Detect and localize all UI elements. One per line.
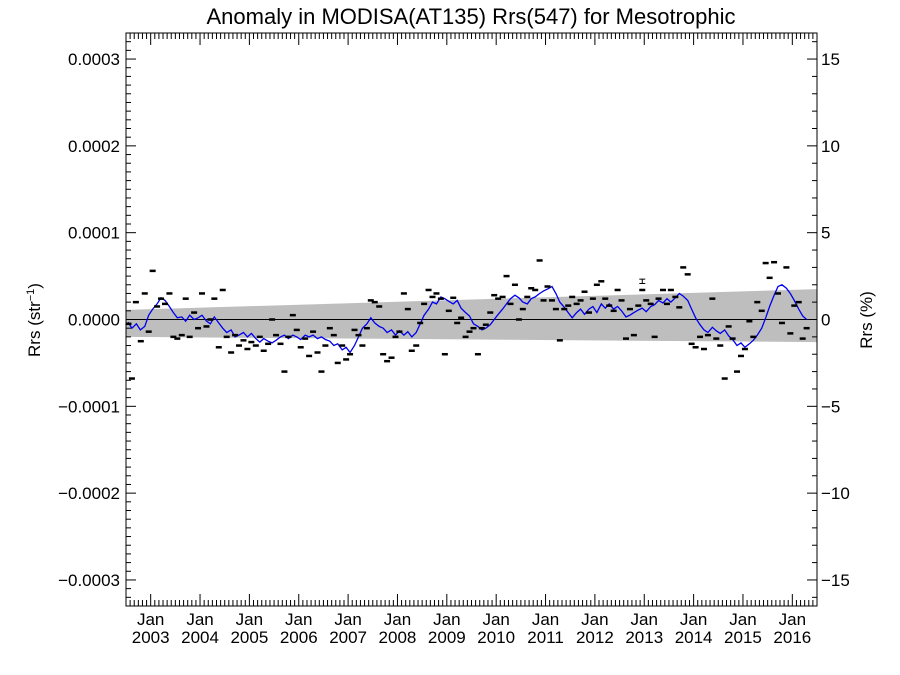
y-tick-label: −0.0002	[58, 484, 120, 503]
x-tick-label-year: 2013	[625, 628, 663, 647]
y2-tick-label: 10	[821, 137, 840, 156]
y2-tick-label: −15	[821, 571, 850, 590]
left-y-axis: 0.0003 0.0002 0.0001 0.0000 −0.0001 −0.0002 −0…	[58, 32, 136, 607]
x-tick-label-month: Jan	[384, 610, 411, 629]
y-tick-label: −0.0003	[58, 571, 120, 590]
y-tick-label: −0.0001	[58, 397, 120, 416]
x-tick-label-month: Jan	[631, 610, 658, 629]
x-tick-label-year: 2008	[379, 628, 417, 647]
uncertainty-band-layer	[126, 289, 817, 343]
uncertainty-band	[126, 289, 817, 343]
y-tick-label: 0.0003	[68, 50, 120, 69]
x-tick-label-year: 2004	[181, 628, 219, 647]
running-mean-line	[127, 284, 808, 354]
x-tick-label-month: Jan	[532, 610, 559, 629]
x-tick-label-month: Jan	[779, 610, 806, 629]
monthly-anomaly-dashes-layer	[125, 259, 810, 380]
x-tick-label-month: Jan	[137, 610, 164, 629]
y2-tick-label: −10	[821, 484, 850, 503]
y2-tick-label: 5	[821, 224, 830, 243]
trend-line-layer	[127, 284, 808, 354]
y2-tick-label: 15	[821, 50, 840, 69]
y-tick-label: 0.0000	[68, 311, 120, 330]
x-tick-label-month: Jan	[334, 610, 361, 629]
x-tick-label-month: Jan	[680, 610, 707, 629]
y2-tick-label: −5	[821, 397, 840, 416]
x-tick-label-year: 2011	[527, 628, 564, 647]
x-tick-label-month: Jan	[236, 610, 263, 629]
x-tick-label-year: 2005	[230, 628, 268, 647]
right-y-axis: 15 10 5 0 −5 −10 −15	[807, 41, 850, 598]
x-tick-label-month: Jan	[581, 610, 608, 629]
x-tick-label-year: 2016	[773, 628, 811, 647]
x-tick-label-month: Jan	[433, 610, 460, 629]
chart-title: Anomaly in MODISA(AT135) Rrs(547) for Me…	[207, 4, 736, 29]
x-tick-label-month: Jan	[186, 610, 213, 629]
y2-tick-label: 0	[821, 311, 830, 330]
x-tick-label-year: 2006	[280, 628, 318, 647]
x-tick-label-year: 2012	[576, 628, 614, 647]
x-tick-label-year: 2015	[724, 628, 762, 647]
x-tick-label-month: Jan	[729, 610, 756, 629]
x-tick-label-year: 2014	[675, 628, 713, 647]
x-tick-label-year: 2010	[477, 628, 515, 647]
y-axis-label-right: Rrs (%)	[857, 291, 876, 349]
x-tick-label-year: 2009	[428, 628, 466, 647]
y-tick-label: 0.0001	[68, 224, 120, 243]
x-axis: Jan2003Jan2004Jan2005Jan2006Jan2007Jan20…	[125, 33, 818, 647]
y-axis-label-left: Rrs (str−1)	[25, 283, 44, 357]
x-tick-label-year: 2003	[132, 628, 170, 647]
x-tick-label-year: 2007	[329, 628, 367, 647]
y-tick-label: 0.0002	[68, 137, 120, 156]
x-tick-label-month: Jan	[285, 610, 312, 629]
x-tick-label-month: Jan	[482, 610, 509, 629]
